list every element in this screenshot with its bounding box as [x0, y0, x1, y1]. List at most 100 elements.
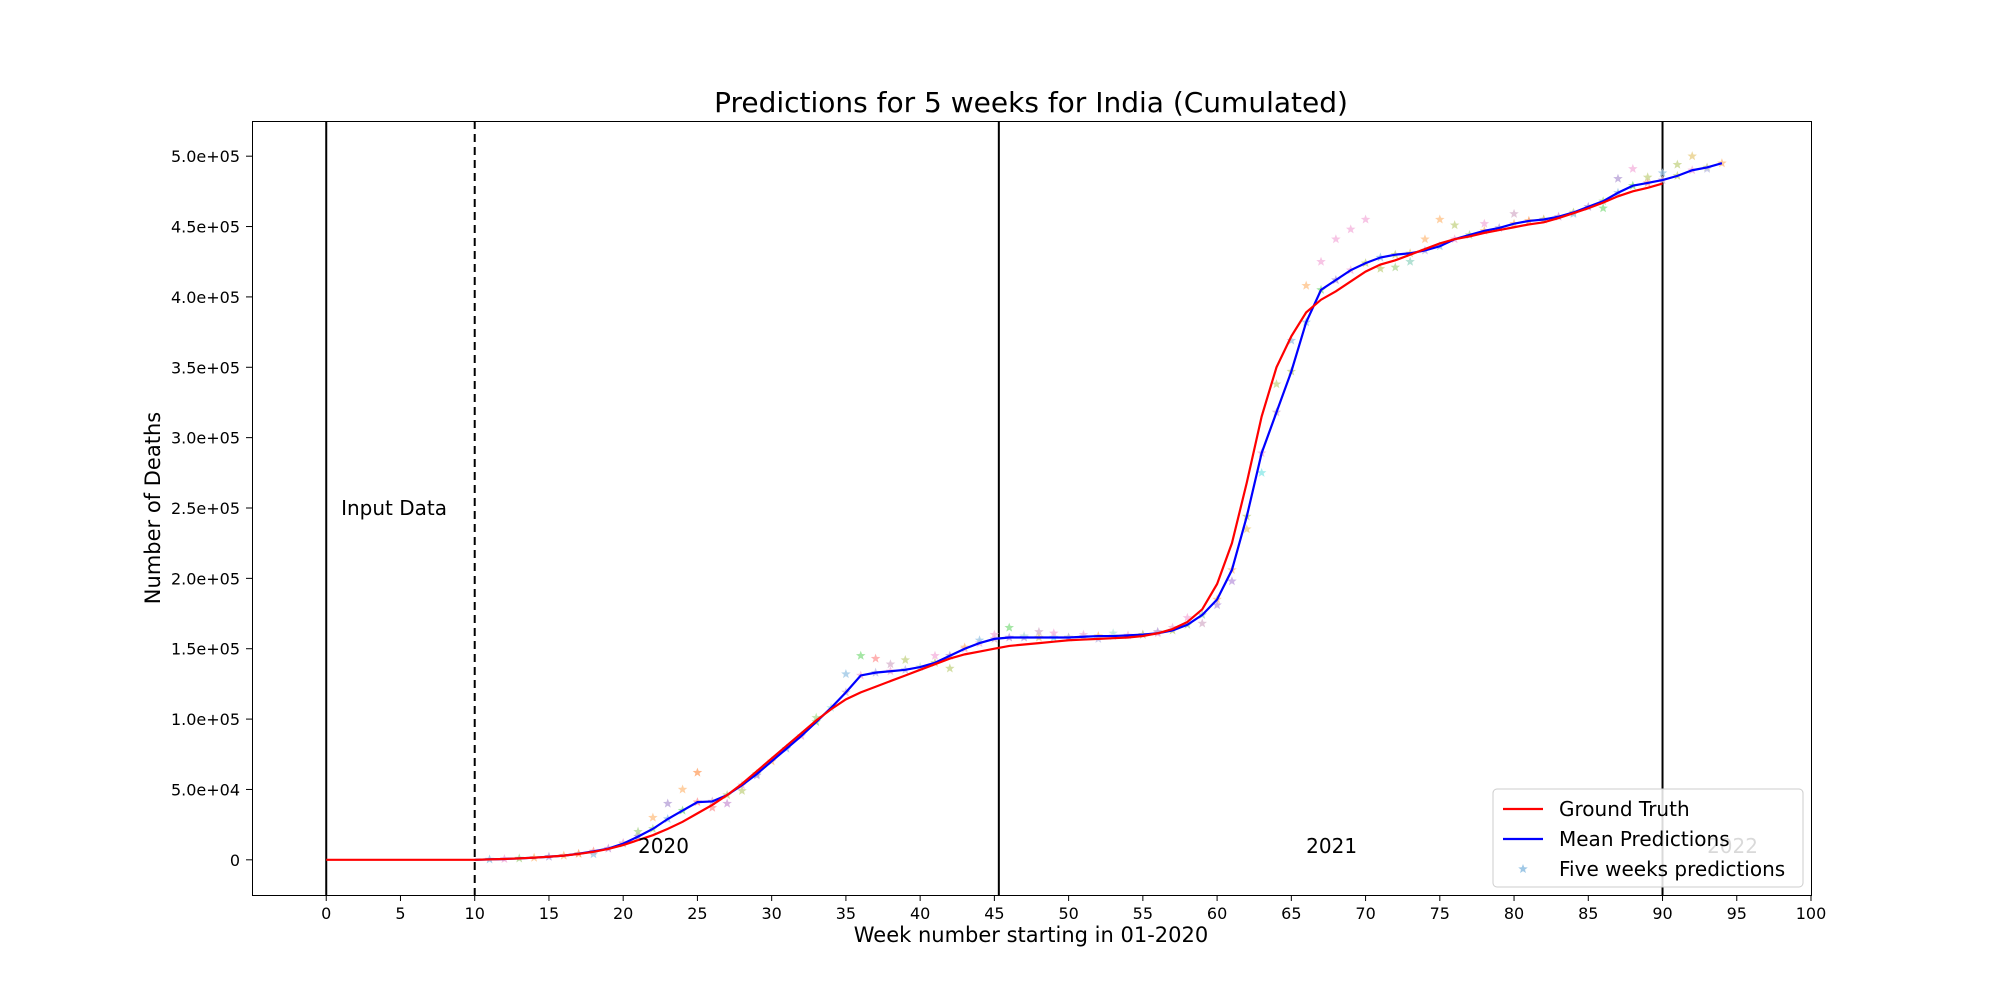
scatter-point: [1271, 379, 1282, 389]
scatter-point: [989, 629, 1000, 639]
scatter-point: [856, 650, 866, 660]
y-tick-label: 2.0e+05: [171, 569, 240, 588]
y-tick-label: 1.0e+05: [171, 710, 240, 729]
legend-label: Mean Predictions: [1559, 827, 1730, 851]
x-axis-label: Week number starting in 01-2020: [854, 923, 1208, 947]
x-tick-label: 30: [761, 904, 781, 923]
scatter-point: [588, 849, 599, 859]
x-tick-label: 20: [613, 904, 633, 923]
scatter-point: [841, 669, 851, 679]
series-line-ground-truth: [326, 182, 1663, 861]
scatter-point: [1316, 256, 1326, 266]
x-tick-label: 35: [836, 904, 856, 923]
scatter-point: [1420, 234, 1430, 244]
y-tick-label: 0: [230, 851, 240, 870]
scatter-point: [1182, 612, 1193, 622]
x-tick-label: 95: [1727, 904, 1747, 923]
scatter-point: [974, 635, 985, 645]
x-tick-label: 65: [1281, 904, 1301, 923]
scatter-point: [648, 812, 658, 822]
scatter-point: [692, 767, 703, 777]
plot-frame: [252, 121, 1812, 896]
scatter-point: [1034, 626, 1044, 636]
scatter-point: [1152, 626, 1163, 636]
scatter-point: [1004, 622, 1014, 632]
x-tick-label: 25: [687, 904, 707, 923]
x-tick-label: 40: [910, 904, 930, 923]
plot-area: [325, 121, 1727, 895]
scatter-point: [1642, 172, 1653, 182]
y-axis-label: Number of Deaths: [141, 412, 165, 604]
y-tick-label: 3.0e+05: [171, 429, 240, 448]
x-axis-ticks: 0 5 10 15 20 25 30 35 40 45 50 55 60 65 70 75 80 85 90 95 10…: [321, 895, 1826, 923]
x-tick-label: 10: [465, 904, 485, 923]
scatter-point: [1672, 159, 1683, 169]
scatter-point: [633, 826, 643, 836]
scatter-point: [1657, 168, 1668, 178]
scatter-point: [1167, 622, 1178, 632]
scatter-point: [662, 798, 673, 808]
scatter-point: [1717, 158, 1727, 168]
scatter-point: [1078, 629, 1089, 639]
x-tick-label: 55: [1133, 904, 1153, 923]
scatter-point: [1227, 576, 1237, 586]
annotations: Input Data202020212022: [341, 496, 1758, 858]
y-tick-label: 4.0e+05: [171, 288, 240, 307]
scatter-point: [1242, 524, 1252, 534]
scatter-point: [1435, 214, 1445, 224]
scatter-point: [1256, 467, 1267, 477]
x-tick-label: 5: [395, 904, 405, 923]
y-tick-label: 2.5e+05: [171, 499, 240, 518]
x-tick-label: 70: [1355, 904, 1375, 923]
chart-title: Predictions for 5 weeks for India (Cumul…: [714, 86, 1348, 119]
scatter-point: [1049, 628, 1059, 638]
legend-swatch: [1518, 864, 1528, 874]
scatter-point: [1301, 280, 1311, 290]
scatter-point: [1375, 263, 1386, 273]
y-tick-label: 4.5e+05: [171, 218, 240, 237]
annotation-2021: 2021: [1306, 834, 1357, 858]
legend-label: Ground Truth: [1559, 797, 1690, 821]
y-tick-label: 3.5e+05: [171, 358, 240, 377]
scatter-point: [1479, 218, 1490, 228]
scatter-point: [959, 642, 970, 652]
x-tick-label: 60: [1207, 904, 1227, 923]
scatter-point: [1212, 600, 1222, 610]
series-line-mean-predictions: [474, 162, 1723, 861]
scatter-point: [1360, 214, 1371, 224]
scatter-point: [1449, 220, 1460, 230]
y-tick-label: 5.0e+04: [171, 780, 240, 799]
x-tick-label: 75: [1430, 904, 1450, 923]
scatter-point: [1687, 151, 1697, 161]
scatter-point: [930, 650, 940, 660]
scatter-point: [1345, 224, 1356, 234]
scatter-point: [1108, 628, 1118, 638]
scatter-point: [1390, 262, 1401, 272]
annotation-input-data: Input Data: [341, 496, 447, 520]
scatter-point: [1628, 163, 1638, 173]
scatter-point: [1405, 256, 1415, 266]
scatter-point: [885, 659, 896, 669]
scatter-point: [1197, 618, 1207, 628]
scatter-point: [737, 785, 747, 795]
scatter-point: [1509, 208, 1519, 218]
x-tick-label: 80: [1504, 904, 1524, 923]
scatter-point: [1613, 173, 1623, 183]
scatter-point: [722, 798, 732, 808]
scatter-point: [945, 663, 955, 673]
scatter-point: [1286, 335, 1297, 345]
y-tick-label: 1.5e+05: [171, 640, 240, 659]
scatter-point: [707, 802, 718, 812]
x-tick-label: 0: [321, 904, 331, 923]
scatter-point: [677, 784, 688, 794]
x-tick-label: 45: [984, 904, 1004, 923]
scatter-point: [1019, 631, 1029, 641]
scatter-point: [1598, 203, 1608, 213]
legend: Ground Truth Mean Predictions Five weeks p…: [1492, 788, 1804, 888]
x-tick-label: 50: [1058, 904, 1078, 923]
legend-label: Five weeks predictions: [1559, 857, 1785, 881]
x-tick-label: 15: [539, 904, 559, 923]
x-tick-label: 85: [1578, 904, 1598, 923]
annotation-2020: 2020: [638, 834, 689, 858]
